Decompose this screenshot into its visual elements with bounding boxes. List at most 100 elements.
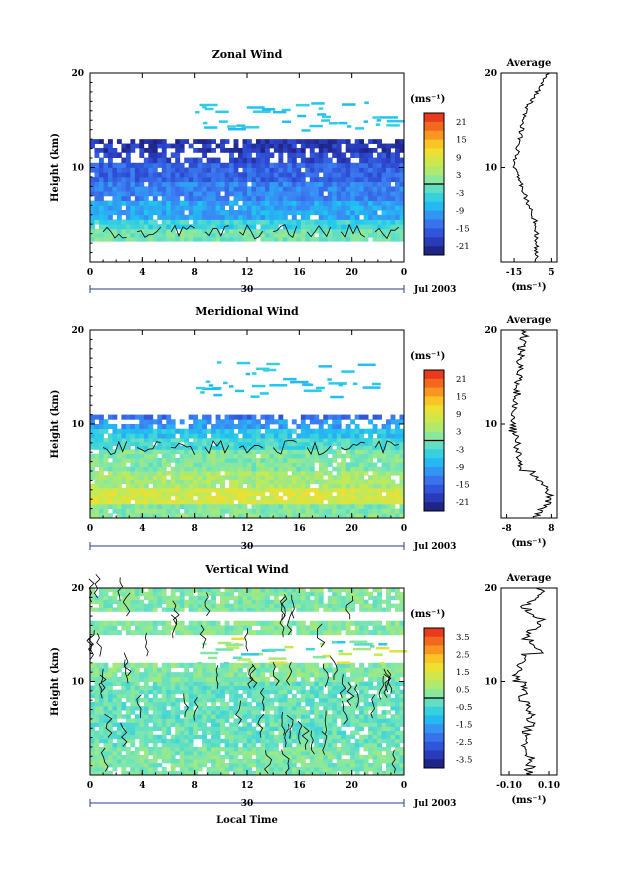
- heatmap-cell: [236, 361, 251, 365]
- heatmap-cell: [287, 495, 293, 501]
- heatmap-cell: [273, 200, 279, 206]
- heatmap-cell: [130, 219, 136, 225]
- heatmap-cell: [242, 424, 248, 430]
- heatmap-cell: [260, 718, 266, 723]
- heatmap-cell: [188, 681, 194, 686]
- heatmap-cell: [94, 667, 100, 673]
- heatmap-cell: [125, 219, 131, 225]
- heatmap-cell: [390, 681, 396, 686]
- heatmap-cell: [314, 758, 320, 764]
- heatmap-cell: [399, 491, 405, 497]
- heatmap-cell: [125, 475, 131, 480]
- heatmap-cell: [193, 181, 199, 187]
- heatmap-cell: [287, 681, 293, 686]
- heatmap-cell: [332, 676, 338, 682]
- heatmap-cell: [179, 689, 185, 695]
- heatmap-cell: [170, 693, 176, 699]
- heatmap-cell: [345, 237, 351, 242]
- heatmap-cell: [130, 479, 136, 485]
- heatmap-cell: [314, 172, 320, 178]
- heatmap-cell: [327, 433, 333, 439]
- heatmap-cell: [233, 681, 239, 686]
- heatmap-cell: [372, 479, 378, 485]
- heatmap-cell: [300, 449, 306, 455]
- heatmap-cell: [247, 176, 252, 183]
- heatmap-cell: [107, 449, 113, 455]
- heatmap-cell: [206, 770, 212, 776]
- heatmap-cell: [220, 487, 225, 493]
- heatmap-cell: [193, 210, 199, 216]
- heatmap-cell: [354, 147, 360, 153]
- heatmap-cell: [363, 766, 369, 772]
- heatmap-cell: [112, 714, 118, 719]
- heatmap-cell: [157, 458, 163, 463]
- heatmap-cell: [220, 491, 225, 497]
- heatmap-cell: [197, 200, 203, 206]
- heatmap-cell: [152, 491, 158, 497]
- heatmap-cell: [134, 219, 140, 225]
- heatmap-cell: [112, 479, 118, 485]
- heatmap-cell: [148, 495, 154, 501]
- heatmap-cell: [381, 701, 387, 707]
- heatmap-cell: [175, 495, 181, 501]
- heatmap-cell: [103, 233, 109, 238]
- heatmap-cell: [179, 710, 185, 715]
- heatmap-cell: [377, 681, 382, 686]
- heatmap-cell: [242, 503, 248, 509]
- heatmap-cell: [278, 428, 284, 434]
- heatmap-cell: [152, 667, 158, 673]
- heatmap-cell: [188, 428, 194, 434]
- heatmap-cell: [220, 438, 225, 443]
- heatmap-cell: [188, 449, 194, 455]
- heatmap-cell: [273, 697, 279, 703]
- heatmap-cell: [336, 167, 342, 173]
- heatmap-cell: [260, 726, 266, 731]
- heatmap-cell: [395, 730, 400, 736]
- average-y-tick-label: 10: [484, 420, 497, 430]
- heatmap-cell: [377, 746, 382, 752]
- heatmap-cell: [161, 441, 167, 447]
- heatmap-cell: [233, 758, 239, 764]
- heatmap-cell: [278, 710, 284, 715]
- heatmap-cell: [166, 438, 172, 443]
- heatmap-cell: [206, 162, 212, 168]
- heatmap-cell: [188, 471, 194, 476]
- heatmap-cell: [251, 176, 257, 183]
- heatmap-cell: [260, 730, 266, 736]
- heatmap-cell: [264, 191, 270, 197]
- heatmap-cell: [238, 210, 243, 216]
- heatmap-cell: [278, 762, 284, 768]
- heatmap-cell: [94, 438, 100, 443]
- heatmap-cell: [287, 200, 293, 206]
- heatmap-cell: [170, 475, 176, 480]
- heatmap-cell: [395, 495, 400, 501]
- heatmap-cell: [287, 181, 293, 187]
- heatmap-cell: [139, 219, 145, 225]
- heatmap-cell: [166, 419, 172, 425]
- heatmap-cell: [336, 172, 342, 178]
- heatmap-cell: [206, 157, 212, 164]
- heatmap-cell: [269, 214, 275, 220]
- heatmap-cell: [202, 462, 208, 468]
- heatmap-cell: [251, 734, 257, 740]
- heatmap-cell: [247, 734, 252, 740]
- heatmap-cell: [282, 508, 288, 514]
- heatmap-cell: [238, 730, 243, 736]
- heatmap-cell: [282, 195, 288, 201]
- heatmap-cell: [291, 758, 297, 764]
- heatmap-cell: [395, 210, 400, 216]
- heatmap-cell: [377, 754, 382, 760]
- heatmap-cell: [170, 219, 176, 225]
- heatmap-cell: [255, 479, 261, 485]
- heatmap-cell: [323, 453, 329, 459]
- heatmap-cell: [282, 718, 288, 723]
- heatmap-cell: [184, 672, 190, 678]
- heatmap-cell: [318, 139, 324, 144]
- heatmap-cell: [148, 453, 154, 459]
- heatmap-cell: [130, 414, 136, 420]
- heatmap-cell: [269, 487, 275, 493]
- heatmap-cell: [327, 676, 333, 682]
- heatmap-cell: [90, 491, 95, 497]
- heatmap-cell: [134, 205, 140, 211]
- heatmap-cell: [300, 483, 306, 489]
